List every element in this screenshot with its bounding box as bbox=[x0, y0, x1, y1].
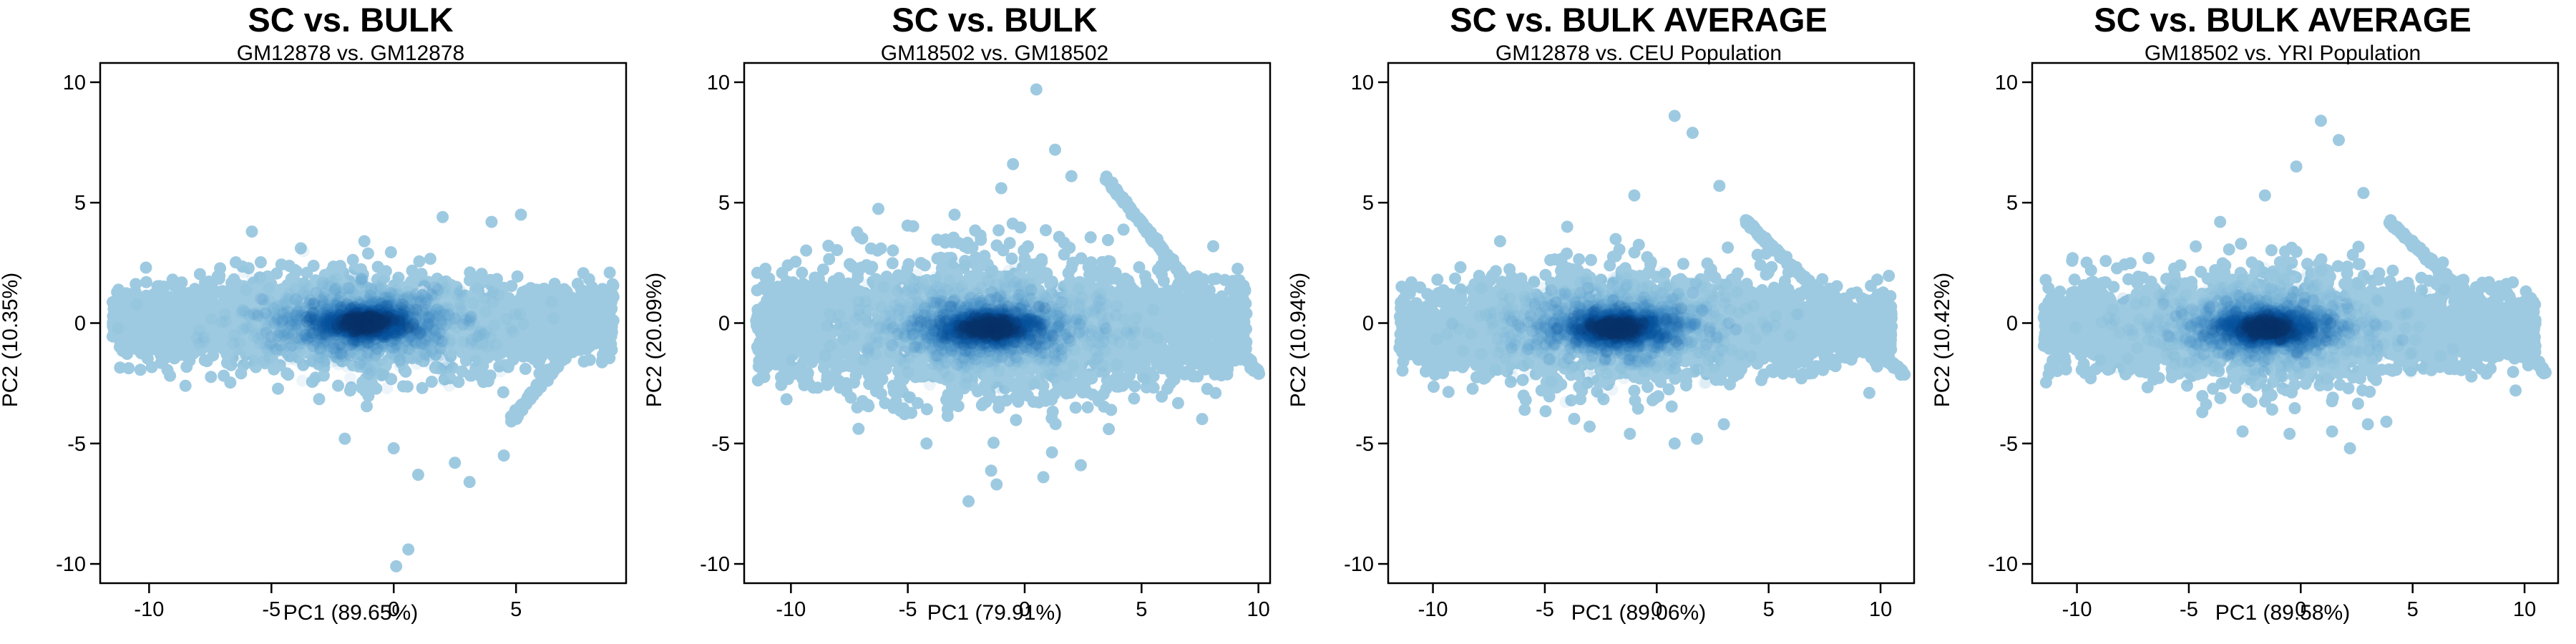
x-axis-label: PC1 (79.91%) bbox=[730, 601, 1259, 625]
data-points bbox=[106, 208, 620, 572]
chart-subtitle: GM18502 vs. GM18502 bbox=[730, 42, 1259, 65]
y-tick-label: 10 bbox=[63, 72, 86, 94]
x-tick-label: -10 bbox=[134, 598, 164, 621]
x-tick-label: 0 bbox=[1651, 598, 1662, 621]
y-tick-label: -5 bbox=[1999, 433, 2018, 456]
x-tick-label: 0 bbox=[388, 598, 399, 621]
y-axis-label: PC2 (20.09%) bbox=[643, 273, 667, 407]
x-tick-label: -5 bbox=[2180, 598, 2198, 621]
data-points bbox=[750, 83, 1266, 508]
y-tick-label: -5 bbox=[67, 433, 86, 456]
y-tick-label: 0 bbox=[718, 313, 730, 336]
x-tick-label: 5 bbox=[1136, 598, 1147, 621]
x-tick-label: -10 bbox=[776, 598, 806, 621]
y-tick-label: -10 bbox=[1344, 553, 1374, 576]
y-tick-label: -10 bbox=[56, 553, 86, 576]
x-tick-label: 5 bbox=[1763, 598, 1775, 621]
scatter-plot: -10 -5 0 5 -10 -5 0 5 10 bbox=[56, 62, 628, 621]
x-tick-label: 5 bbox=[2407, 598, 2419, 621]
scatter-plot: -10 -5 0 5 10 -10 -5 0 5 10 bbox=[1344, 62, 1916, 621]
y-axis-label: PC2 (10.42%) bbox=[1931, 273, 1955, 407]
chart-panel-3: -10 -5 0 5 10 -10 -5 0 5 10 SC vs. BULK AVERAGE GM1… bbox=[1287, 0, 1932, 644]
y-tick-label: 5 bbox=[74, 192, 86, 215]
chart-panel-1: -10 -5 0 5 -10 -5 0 5 10 SC vs. BULK GM12878 vs. G… bbox=[0, 0, 644, 644]
chart-subtitle: GM18502 vs. YRI Population bbox=[2018, 42, 2547, 65]
x-tick-label: -10 bbox=[2062, 598, 2092, 621]
x-tick-label: 0 bbox=[1019, 598, 1030, 621]
data-points bbox=[2037, 114, 2552, 454]
chart-subtitle: GM12878 vs. CEU Population bbox=[1374, 42, 1903, 65]
x-tick-label: -10 bbox=[1418, 598, 1448, 621]
y-tick-label: -10 bbox=[700, 553, 730, 576]
y-tick-label: 0 bbox=[2006, 313, 2018, 336]
x-tick-label: -5 bbox=[899, 598, 917, 621]
chart-panel-2: -10 -5 0 5 10 -10 -5 0 5 10 SC vs. BULK GM18502 vs.… bbox=[643, 0, 1288, 644]
scatter-plot: -10 -5 0 5 10 -10 -5 0 5 10 bbox=[700, 62, 1272, 621]
y-axis-label: PC2 (10.94%) bbox=[1287, 273, 1311, 407]
x-tick-label: -5 bbox=[1536, 598, 1554, 621]
y-tick-label: 5 bbox=[1362, 192, 1374, 215]
x-tick-label: 10 bbox=[1869, 598, 1892, 621]
chart-title: SC vs. BULK AVERAGE bbox=[1374, 1, 1903, 39]
x-tick-label: -5 bbox=[262, 598, 280, 621]
y-tick-label: 10 bbox=[707, 72, 730, 94]
scatter-plot: -10 -5 0 5 10 -10 -5 0 5 10 bbox=[1988, 62, 2560, 621]
y-tick-label: 5 bbox=[2006, 192, 2018, 215]
y-tick-label: 0 bbox=[1362, 313, 1374, 336]
y-tick-label: 10 bbox=[1995, 72, 2018, 94]
chart-subtitle: GM12878 vs. GM12878 bbox=[86, 42, 615, 65]
x-tick-label: 5 bbox=[510, 598, 522, 621]
y-tick-label: -5 bbox=[711, 433, 730, 456]
chart-title: SC vs. BULK bbox=[86, 1, 615, 39]
y-tick-label: 0 bbox=[74, 313, 86, 336]
x-tick-label: 10 bbox=[1247, 598, 1270, 621]
x-tick-label: 0 bbox=[2295, 598, 2306, 621]
y-tick-label: 5 bbox=[718, 192, 730, 215]
x-axis-label: PC1 (89.65%) bbox=[86, 601, 615, 625]
x-axis-label: PC1 (89.58%) bbox=[2018, 601, 2547, 625]
chart-title: SC vs. BULK AVERAGE bbox=[2018, 1, 2547, 39]
chart-panel-4: -10 -5 0 5 10 -10 -5 0 5 10 SC vs. BULK AVERAGE GM1… bbox=[1931, 0, 2576, 644]
data-points bbox=[1393, 109, 1911, 450]
x-axis-label: PC1 (89.06%) bbox=[1374, 601, 1903, 625]
x-tick-label: 10 bbox=[2513, 598, 2536, 621]
y-axis-label: PC2 (10.35%) bbox=[0, 273, 23, 407]
chart-title: SC vs. BULK bbox=[730, 1, 1259, 39]
y-tick-label: 10 bbox=[1351, 72, 1374, 94]
y-tick-label: -10 bbox=[1988, 553, 2018, 576]
y-tick-label: -5 bbox=[1355, 433, 1374, 456]
